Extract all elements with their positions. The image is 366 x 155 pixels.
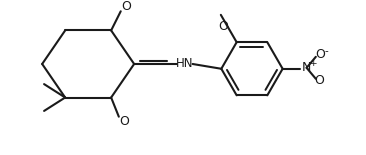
Text: N: N <box>302 61 311 74</box>
Text: HN: HN <box>176 58 194 71</box>
Text: +: + <box>309 60 316 69</box>
Text: O: O <box>218 20 228 33</box>
Text: -: - <box>325 46 328 56</box>
Text: O: O <box>122 0 131 13</box>
Text: O: O <box>120 115 130 128</box>
Text: O: O <box>315 74 325 87</box>
Text: O: O <box>316 48 325 61</box>
